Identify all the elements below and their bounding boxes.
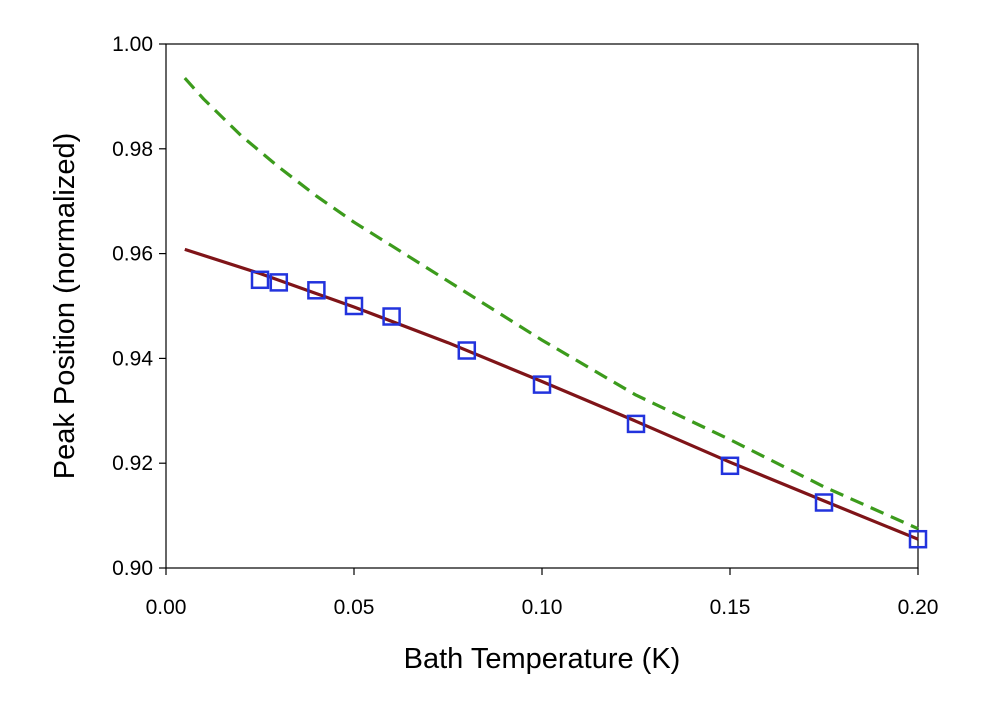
x-tick-label: 0.00 [146, 596, 187, 619]
data-point-square [344, 296, 364, 316]
data-point-square [269, 273, 289, 292]
y-tick-label: 0.92 [112, 452, 153, 475]
x-tick-label: 0.05 [334, 596, 375, 619]
x-tick-label: 0.10 [522, 596, 563, 619]
data-point-square [626, 414, 646, 434]
x-tick-label: 0.20 [898, 596, 939, 619]
solid-red-line [184, 247, 919, 541]
data-point-square [382, 307, 401, 326]
data-point-square [457, 341, 477, 360]
series-layer [183, 77, 928, 549]
y-tick-label: 0.90 [112, 557, 153, 580]
dashed-green-line [183, 77, 919, 531]
data-point-square [307, 281, 326, 300]
data-point-square [908, 529, 928, 549]
y-tick-label: 0.94 [112, 347, 153, 370]
x-axis-label: Bath Temperature (K) [404, 643, 681, 675]
y-tick-label: 1.00 [112, 33, 153, 56]
y-axis: 0.90 0.92 0.94 0.96 0.98 1.00 [112, 33, 166, 580]
data-point-square [250, 270, 270, 290]
y-axis-label: Peak Position (normalized) [49, 133, 81, 480]
data-point-square [720, 456, 740, 476]
x-axis: 0.00 0.05 0.10 0.15 0.20 [146, 568, 939, 619]
y-tick-label: 0.98 [112, 138, 153, 161]
data-point-square [814, 493, 834, 512]
y-tick-label: 0.96 [112, 243, 153, 266]
data-point-square [532, 375, 552, 394]
x-tick-label: 0.15 [710, 596, 751, 619]
